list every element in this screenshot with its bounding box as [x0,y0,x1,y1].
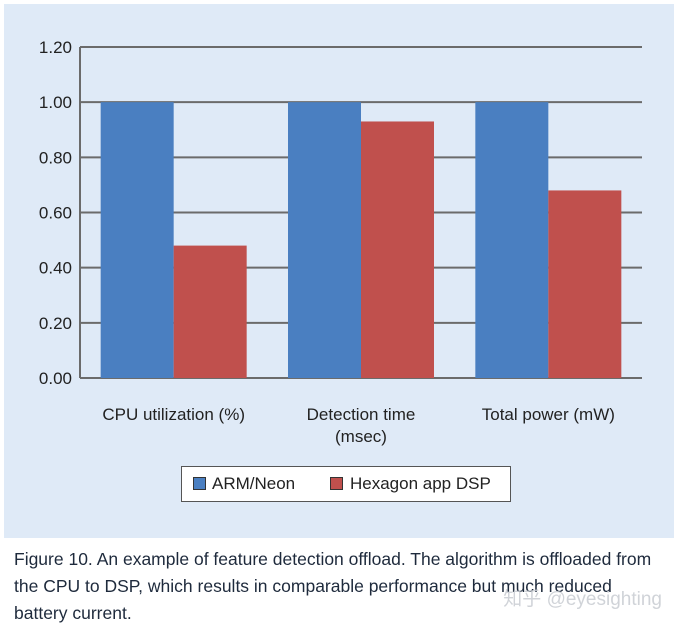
y-axis-tick-labels: 0.00 0.20 0.40 0.60 0.80 1.00 1.20 [39,38,72,388]
y-tick-label: 0.00 [39,369,72,388]
bar-arm-neon [475,102,549,379]
bar-hexagon-dsp [548,190,622,378]
legend-label-arm-neon: ARM/Neon [212,474,296,493]
bar-hexagon-dsp [361,121,434,378]
x-category-label: Total power (mW) [482,405,615,424]
watermark: 知乎 @eyesighting [503,589,662,610]
y-tick-label: 0.60 [39,204,72,223]
legend-label-hexagon-dsp: Hexagon app DSP [350,474,491,493]
y-tick-label: 0.40 [39,259,72,278]
bar-arm-neon [100,102,174,379]
x-axis-category-labels: CPU utilization (%) Detection time (msec) T… [102,405,615,446]
y-tick-label: 0.20 [39,314,72,333]
x-category-label: CPU utilization (%) [102,405,245,424]
legend-swatch-hexagon-dsp [330,477,343,490]
y-tick-label: 1.00 [39,93,72,112]
bar-chart: 0.00 0.20 0.40 0.60 0.80 1.00 1.20 CPU utiliza… [39,38,642,446]
x-category-label: (msec) [335,427,387,446]
x-category-label: Detection time [307,405,416,424]
bars [100,102,622,379]
bar-hexagon-dsp [173,245,247,378]
bar-arm-neon [288,102,361,379]
legend: ARM/Neon Hexagon app DSP [181,466,511,502]
y-tick-label: 1.20 [39,38,72,57]
legend-swatch-arm-neon [193,477,206,490]
figure-caption: Figure 10. An example of feature detecti… [14,549,652,623]
y-tick-label: 0.80 [39,148,72,167]
